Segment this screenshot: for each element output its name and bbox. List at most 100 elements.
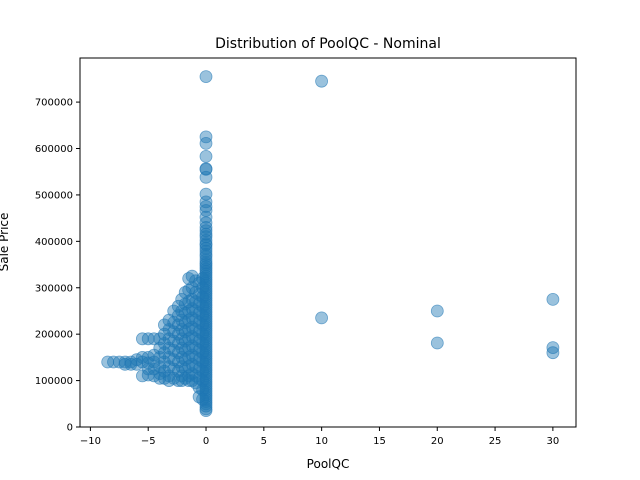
data-point [178, 353, 192, 367]
data-point [196, 392, 210, 406]
data-point [185, 311, 199, 325]
data-point [192, 297, 206, 311]
data-point [430, 336, 444, 350]
data-point [196, 346, 210, 360]
data-point [192, 390, 206, 404]
data-point [189, 350, 203, 364]
data-point [182, 374, 196, 388]
data-point [178, 362, 192, 376]
data-point [192, 306, 206, 320]
data-point [189, 295, 203, 309]
data-point [162, 313, 176, 327]
data-point [171, 299, 185, 313]
data-point [101, 355, 115, 369]
data-point [189, 304, 203, 318]
data-point [196, 290, 210, 304]
x-axis: −10 −5 0 5 10 15 20 25 30 [80, 427, 559, 447]
data-point [546, 346, 560, 360]
data-point [178, 371, 192, 385]
y-axis: 0 100000 200000 300000 400000 500000 600000 700… [35, 98, 80, 434]
data-point [157, 355, 171, 369]
data-point [135, 332, 149, 346]
points-layer [101, 70, 560, 418]
data-point [196, 374, 210, 388]
x-axis-label: PoolQC [307, 457, 350, 471]
data-point [157, 371, 171, 385]
data-point [185, 302, 199, 316]
data-point [192, 334, 206, 348]
data-point [162, 323, 176, 336]
data-point [196, 309, 210, 323]
data-point [546, 292, 560, 306]
chart-title: Distribution of PoolQC - Nominal [215, 36, 441, 52]
data-point [189, 341, 203, 355]
x-tick-label: 30 [547, 436, 560, 447]
x-tick-label: 10 [315, 436, 328, 447]
data-point [178, 334, 192, 348]
data-point [199, 149, 213, 163]
data-point [162, 350, 176, 364]
data-point [189, 313, 203, 327]
data-point [189, 332, 203, 346]
data-point [196, 327, 210, 341]
y-tick-label: 500000 [35, 190, 73, 201]
y-tick-label: 0 [67, 423, 73, 434]
data-point [196, 355, 210, 369]
data-point [157, 337, 171, 350]
y-tick-label: 300000 [35, 283, 73, 294]
data-point [178, 343, 192, 357]
data-point [199, 70, 213, 83]
x-tick-label: −5 [141, 436, 156, 447]
data-point [546, 341, 560, 355]
data-point [178, 316, 192, 330]
data-point [185, 269, 199, 283]
data-point [178, 325, 192, 339]
data-point [189, 360, 203, 374]
x-tick-label: −10 [80, 436, 101, 447]
data-point [192, 325, 206, 339]
data-point [185, 330, 199, 343]
y-tick-label: 100000 [35, 376, 73, 387]
x-tick-label: 0 [203, 436, 209, 447]
data-point [157, 346, 171, 360]
data-point [430, 304, 444, 318]
x-tick-label: 25 [489, 436, 502, 447]
data-point [162, 360, 176, 374]
data-point [315, 311, 329, 325]
plot-area-frame [79, 57, 577, 428]
data-point [196, 364, 210, 378]
x-tick-label: 15 [373, 436, 386, 447]
y-axis-label: Sale Price [0, 213, 11, 272]
data-point [196, 318, 210, 332]
data-point [196, 299, 210, 313]
data-point [192, 353, 206, 367]
data-point [199, 200, 213, 213]
y-tick-label: 200000 [35, 330, 73, 341]
data-point [199, 220, 213, 234]
data-point [185, 339, 199, 353]
data-point [185, 320, 199, 334]
data-point [199, 136, 213, 150]
data-point [192, 362, 206, 376]
data-point [185, 357, 199, 371]
y-tick-label: 700000 [35, 98, 73, 109]
data-point [315, 74, 329, 88]
data-point [199, 170, 213, 184]
x-tick-label: 5 [261, 436, 267, 447]
data-point [199, 404, 213, 418]
data-point [162, 332, 176, 346]
data-point [135, 369, 149, 383]
y-tick-label: 400000 [35, 237, 73, 248]
data-point [185, 367, 199, 381]
y-tick-label: 600000 [35, 144, 73, 155]
data-point [199, 130, 213, 144]
data-point [196, 337, 210, 350]
data-point [182, 272, 196, 285]
data-point [192, 343, 206, 357]
data-point [192, 316, 206, 330]
data-point [189, 323, 203, 336]
data-point [157, 318, 171, 332]
data-point [162, 341, 176, 355]
data-point [199, 399, 213, 413]
